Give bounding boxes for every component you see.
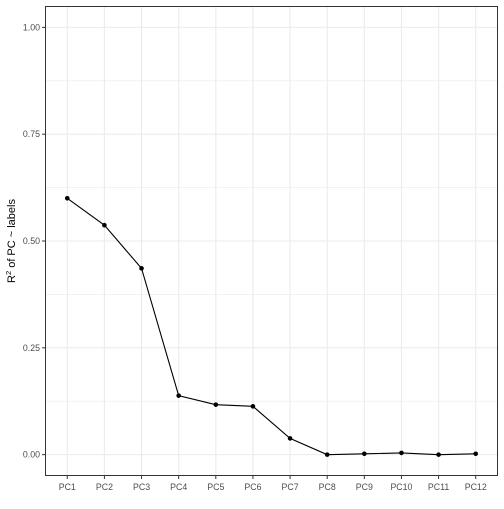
y-tick-label: 0.25 [23,343,40,353]
y-axis-title: R2 of PC ~ labels [4,199,18,283]
x-tick-label: PC5 [207,482,224,492]
data-point-pc11 [436,452,441,457]
y-axis: 0.00 0.25 0.50 0.75 1.00 [23,22,45,460]
data-point-pc6 [250,404,256,409]
data-point-pc10 [399,450,404,456]
y-tick-label: 0.50 [23,236,40,246]
data-point-pc5 [213,402,219,407]
series-line [66,197,476,456]
y-tick-label: 0.75 [23,129,40,139]
data-points [64,195,479,457]
data-point-pc9 [362,451,367,457]
x-tick-label: PC7 [282,482,299,492]
x-tick-label: PC2 [96,482,113,492]
data-point-pc3 [139,266,144,271]
data-point-pc12 [473,451,479,457]
data-point-pc8 [324,452,330,457]
x-tick-label: PC11 [428,482,449,492]
y-axis-title-suffix: of PC ~ labels [6,199,18,271]
data-point-pc1 [64,195,70,201]
panel-border [45,6,498,476]
y-axis-title-superscript: 2 [4,271,13,275]
x-axis: PC1 PC2 PC3 PC4 PC5 PC6 PC7 PC8 PC9 PC10 PC11 PC12 [59,476,487,492]
x-tick-label: PC4 [170,482,187,492]
data-point-pc2 [102,222,107,228]
data-point-pc4 [176,393,181,398]
x-tick-label: PC8 [319,482,336,492]
x-tick-label: PC12 [465,482,487,492]
x-tick-label: PC9 [356,482,373,492]
x-tick-label: PC3 [133,482,150,492]
y-tick-label: 1.00 [23,22,40,32]
x-tick-label: PC10 [390,482,412,492]
y-tick-label: 0.00 [23,450,40,460]
data-point-pc7 [287,436,293,441]
x-tick-label: PC1 [59,482,76,492]
y-axis-title-prefix: R [6,275,18,283]
x-tick-label: PC6 [244,482,261,492]
grid [45,6,498,476]
